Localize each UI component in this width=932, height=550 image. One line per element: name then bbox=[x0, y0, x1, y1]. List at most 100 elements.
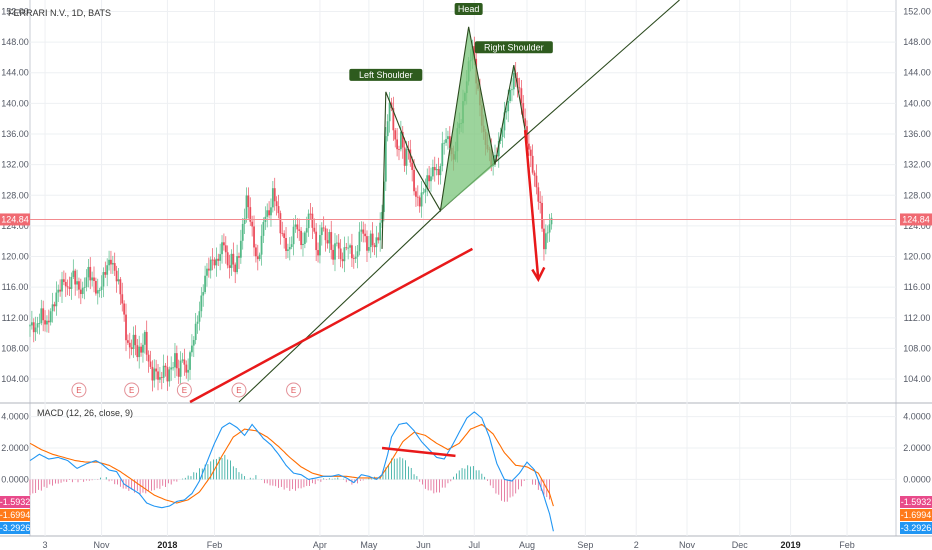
macd-tick-left: 4.0000 bbox=[1, 412, 29, 422]
macd-hist-badge-left-bg bbox=[0, 496, 30, 508]
candle-body bbox=[294, 224, 297, 227]
candle-body bbox=[415, 191, 417, 197]
time-tick-label: 2018 bbox=[157, 540, 177, 550]
candle-body bbox=[420, 192, 423, 207]
left-shoulder-label: Left Shoulder bbox=[359, 70, 413, 80]
candle-body bbox=[262, 221, 265, 236]
candle-body bbox=[422, 192, 425, 194]
candle-body bbox=[98, 290, 101, 291]
candle-body bbox=[125, 314, 127, 341]
candle-body bbox=[537, 187, 540, 202]
candle-body bbox=[85, 277, 88, 288]
candle-body bbox=[401, 131, 404, 148]
candle-body bbox=[145, 331, 148, 355]
candle-body bbox=[32, 322, 35, 333]
candle-body bbox=[424, 189, 427, 193]
candle-body bbox=[431, 167, 434, 177]
candle-body bbox=[166, 367, 169, 382]
candle-body bbox=[512, 72, 515, 90]
candle-body bbox=[433, 167, 436, 171]
candle-body bbox=[153, 368, 156, 381]
price-tick-left: 140.00 bbox=[1, 98, 29, 108]
last-price-badge-right-bg bbox=[900, 213, 932, 226]
candle-body bbox=[213, 259, 216, 266]
candle-body bbox=[136, 345, 139, 358]
candle-body bbox=[448, 136, 451, 148]
candle-body bbox=[30, 322, 33, 326]
macd-line-badge-right: -3.2926 bbox=[901, 523, 932, 533]
candle-body bbox=[140, 346, 142, 353]
candle-body bbox=[277, 206, 280, 214]
candle-body bbox=[441, 143, 444, 167]
candle-body bbox=[29, 325, 31, 327]
candle-body bbox=[134, 334, 137, 346]
candle-body bbox=[520, 88, 523, 104]
candle-body bbox=[207, 268, 210, 271]
price-tick-left: 124.00 bbox=[1, 221, 29, 231]
head-fill bbox=[440, 26, 496, 211]
candle-body bbox=[70, 276, 73, 289]
candle-body bbox=[236, 256, 238, 273]
candle-body bbox=[411, 162, 414, 170]
candle-body bbox=[102, 272, 105, 287]
candle-body bbox=[288, 247, 291, 250]
candle-body bbox=[192, 340, 195, 346]
candle-body bbox=[62, 279, 65, 282]
macd-signal-badge-left: -1.6994 bbox=[0, 510, 30, 520]
candle-body bbox=[198, 311, 201, 322]
candle-body bbox=[108, 259, 110, 266]
candle-body bbox=[221, 242, 223, 255]
candle-body bbox=[226, 252, 229, 266]
candle-body bbox=[57, 289, 60, 293]
candle-body bbox=[544, 233, 547, 250]
candle-body bbox=[36, 323, 39, 328]
time-tick-label: May bbox=[360, 540, 378, 550]
candle-body bbox=[409, 149, 412, 163]
candle-body bbox=[49, 311, 52, 323]
macd-tick-left: 2.0000 bbox=[1, 443, 29, 453]
price-tick-left: 128.00 bbox=[1, 190, 29, 200]
candle-body bbox=[369, 233, 372, 248]
candle-body bbox=[256, 256, 259, 260]
candle-body bbox=[362, 229, 365, 234]
candle-body bbox=[47, 320, 50, 323]
candle-body bbox=[426, 175, 429, 190]
earnings-marker bbox=[286, 382, 302, 398]
rising-trendline bbox=[189, 247, 474, 404]
candle-body bbox=[311, 213, 314, 228]
candle-body bbox=[253, 226, 255, 248]
macd-title[interactable]: MACD (12, 26, close, 9) bbox=[37, 408, 133, 418]
candle-body bbox=[232, 253, 235, 265]
candle-body bbox=[541, 202, 543, 229]
candle-body bbox=[185, 364, 188, 373]
candle-body bbox=[249, 207, 252, 222]
price-tick-right: 132.00 bbox=[903, 160, 931, 170]
earnings-marker-label: E bbox=[182, 386, 187, 395]
candle-body bbox=[155, 368, 158, 372]
candle-body bbox=[290, 244, 293, 248]
candle-body bbox=[164, 365, 167, 368]
candle-body bbox=[332, 249, 334, 260]
candle-body bbox=[343, 247, 346, 262]
candle-body bbox=[505, 111, 508, 113]
candle-body bbox=[388, 102, 391, 122]
candle-body bbox=[352, 258, 355, 260]
symbol-title[interactable]: FERRARI N.V., 1D, BATS bbox=[8, 8, 111, 18]
left-shoulder-label-bg bbox=[349, 68, 423, 81]
candle-body bbox=[298, 229, 301, 231]
earnings-marker bbox=[124, 382, 140, 398]
candle-body bbox=[44, 320, 46, 325]
macd-hist-badge-left: -1.5932 bbox=[0, 497, 30, 507]
price-tick-right: 116.00 bbox=[904, 282, 931, 292]
candle-body bbox=[132, 334, 135, 350]
candle-body bbox=[143, 331, 146, 345]
macd-hist-badge-right-bg bbox=[900, 496, 932, 508]
candle-body bbox=[251, 221, 254, 227]
candle-body bbox=[123, 303, 126, 315]
candle-body bbox=[42, 308, 45, 321]
candle-body bbox=[358, 231, 361, 252]
time-tick-label: 2 bbox=[634, 540, 639, 550]
candle-body bbox=[34, 327, 37, 333]
divergence-line bbox=[381, 446, 456, 458]
candle-body bbox=[287, 249, 289, 251]
